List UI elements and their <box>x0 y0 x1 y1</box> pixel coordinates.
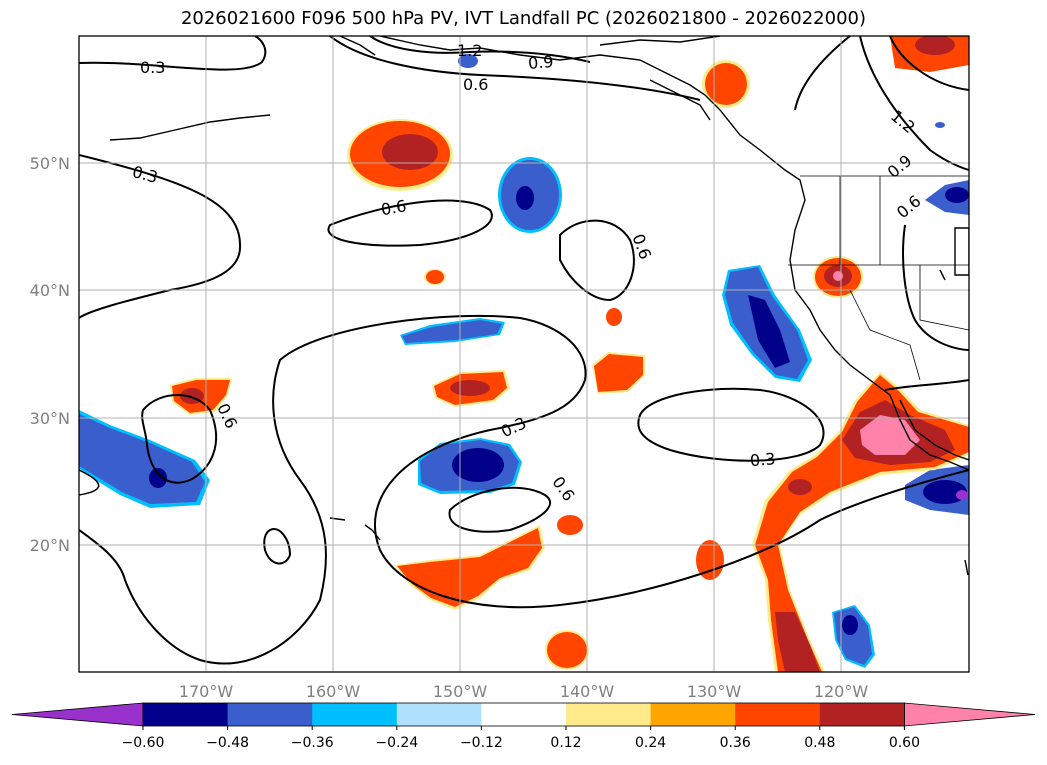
colorbar-tick-label: 0.36 <box>720 735 751 751</box>
contour-label: 0.6 <box>893 191 925 222</box>
colorbar-tick-label: −0.36 <box>291 735 334 751</box>
lon-label-160w: 160°W <box>306 682 361 701</box>
lat-label-20n: 20°N <box>30 536 70 555</box>
colorbar-segment <box>481 703 567 726</box>
lon-label-140w: 140°W <box>560 682 615 701</box>
contour-label: 0.6 <box>463 75 488 94</box>
lon-label-130w: 130°W <box>687 682 742 701</box>
colorbar-segment <box>566 703 652 726</box>
contour-label: 0.6 <box>548 473 578 505</box>
negative-region-california-offshore <box>722 265 812 382</box>
positive-region-gulf-alaska <box>347 119 453 191</box>
negative-region-west-edge <box>79 410 210 508</box>
contour-label: 0.3 <box>749 449 776 470</box>
colorbar-extend-high <box>904 702 1036 727</box>
lon-label-170w: 170°W <box>179 682 234 701</box>
colorbar <box>11 702 1036 730</box>
shaded-fields <box>79 36 969 672</box>
colorbar-segment <box>227 703 313 726</box>
negative-region-subtropics <box>418 438 522 494</box>
contour-label: 0.3 <box>140 58 165 77</box>
longitude-labels: 170°W 160°W 150°W 140°W 130°W 120°W <box>179 682 869 701</box>
colorbar-tick-label: −0.60 <box>122 735 165 751</box>
map-frame <box>78 35 970 673</box>
lon-label-120w: 120°W <box>814 682 869 701</box>
contour-label: 0.6 <box>628 231 655 261</box>
coastlines <box>109 36 969 576</box>
colorbar-extend-low <box>11 702 144 727</box>
colorbar-tick-label: 0.48 <box>804 735 835 751</box>
colorbar-tick-label: −0.24 <box>375 735 418 751</box>
graticule <box>79 36 969 672</box>
negative-region-mexico <box>905 465 969 515</box>
colorbar-tick-labels: −0.60 −0.48 −0.36 −0.24 −0.12 0.12 0.24 0.36 0.4… <box>122 735 920 751</box>
contour-label: 0.3 <box>130 162 160 187</box>
lat-label-40n: 40°N <box>30 281 70 300</box>
colorbar-tick-label: 0.60 <box>889 735 920 751</box>
positive-region-oregon <box>813 256 863 298</box>
positive-region-subtropical-band <box>395 515 583 610</box>
positive-region-alaska-coast <box>702 60 750 108</box>
negative-region-mid-band <box>400 318 505 345</box>
colorbar-tick-label: 0.24 <box>635 735 666 751</box>
colorbar-tick-label: 0.12 <box>550 735 581 751</box>
colorbar-segment <box>143 703 229 726</box>
colorbar-segment <box>396 703 482 726</box>
negative-region-small-north <box>458 54 945 128</box>
positive-region-small-north-central <box>424 269 622 326</box>
positive-region-central-mid <box>432 370 510 407</box>
colorbar-segment <box>819 703 905 726</box>
positive-region-west <box>170 378 232 415</box>
colorbar-tick-label: −0.12 <box>460 735 503 751</box>
colorbar-segment <box>650 703 736 726</box>
negative-region-idaho <box>925 180 969 215</box>
political-borders <box>788 175 969 381</box>
map-title: 2026021600 F096 500 hPa PV, IVT Landfall… <box>180 8 867 29</box>
positive-region-south <box>545 540 724 670</box>
contour-label: 0.9 <box>884 151 916 182</box>
colorbar-segment <box>735 703 821 726</box>
colorbar-segment <box>312 703 398 726</box>
latitude-labels: 50°N 40°N 30°N 20°N <box>30 154 70 555</box>
lon-label-150w: 150°W <box>433 682 488 701</box>
contour-label: 0.6 <box>379 196 407 219</box>
positive-region-mid-east <box>592 352 645 394</box>
negative-region-central-north <box>498 157 562 233</box>
colorbar-frame <box>142 702 905 727</box>
positive-region-ar-plume <box>752 372 969 672</box>
colorbar-tick-label: −0.48 <box>206 735 249 751</box>
contour-labels: 0.3 0.3 0.6 1.2 0.9 0.6 0.6 0.6 0.3 0.3 … <box>130 41 924 505</box>
contour-label: 1.2 <box>457 41 482 60</box>
lat-label-50n: 50°N <box>30 154 70 173</box>
pv-contours <box>79 36 969 665</box>
negative-region-south-east <box>832 605 875 668</box>
contour-label: 0.9 <box>527 52 554 73</box>
lat-label-30n: 30°N <box>30 409 70 428</box>
